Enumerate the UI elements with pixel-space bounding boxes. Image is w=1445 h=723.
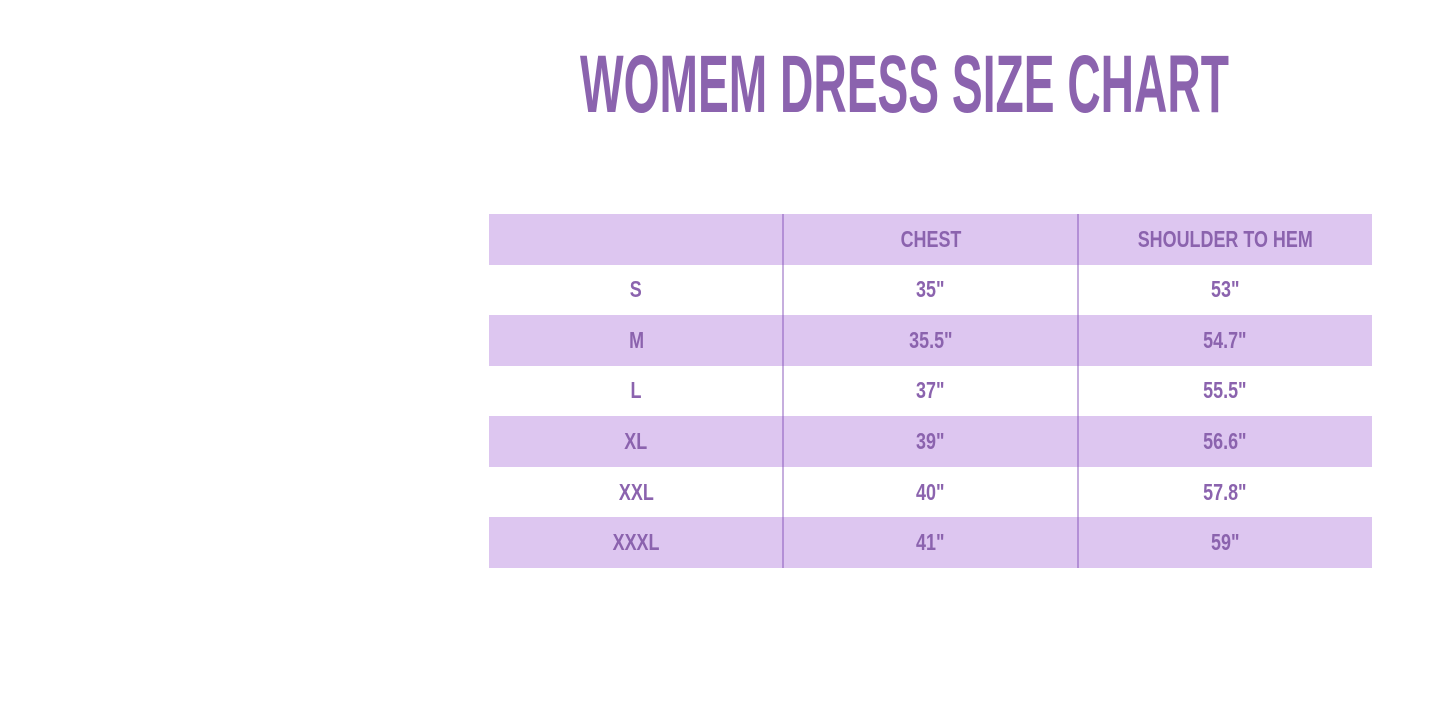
- hem-value: 55.5": [1203, 377, 1247, 404]
- table-row-xxxl: XXXL 41" 59": [489, 517, 1372, 568]
- page-title: WOMEM DRESS SIZE CHART: [580, 44, 1445, 126]
- hem-cell: 56.6": [1078, 416, 1372, 467]
- size-label: M: [628, 326, 644, 353]
- size-cell: XL: [489, 416, 783, 467]
- chest-cell: 37": [783, 366, 1077, 417]
- hem-value: 54.7": [1203, 326, 1247, 353]
- size-chart-table: CHEST SHOULDER TO HEM S 35" 53" M 35.5" …: [489, 214, 1372, 568]
- chest-value: 40": [916, 478, 945, 505]
- table-row-m: M 35.5" 54.7": [489, 315, 1372, 366]
- size-cell: XXXL: [489, 517, 783, 568]
- hem-value: 57.8": [1203, 478, 1247, 505]
- hem-cell: 55.5": [1078, 366, 1372, 417]
- header-cell-chest: CHEST: [783, 214, 1077, 265]
- size-label: L: [630, 377, 642, 404]
- size-cell: L: [489, 366, 783, 417]
- hem-value: 59": [1210, 529, 1240, 556]
- column-divider-1: [782, 214, 785, 568]
- hem-cell: 57.8": [1078, 467, 1372, 518]
- hem-value: 56.6": [1203, 428, 1247, 455]
- page-title-text: WOMEM DRESS SIZE CHART: [580, 39, 1229, 130]
- header-cell-shoulder-to-hem: SHOULDER TO HEM: [1078, 214, 1372, 265]
- size-cell: M: [489, 315, 783, 366]
- size-label: XXXL: [612, 529, 660, 556]
- table-row-xl: XL 39" 56.6": [489, 416, 1372, 467]
- size-cell: S: [489, 265, 783, 316]
- hem-cell: 53": [1078, 265, 1372, 316]
- table-row-xxl: XXL 40" 57.8": [489, 467, 1372, 518]
- table-row-l: L 37" 55.5": [489, 366, 1372, 417]
- size-cell: XXL: [489, 467, 783, 518]
- chest-cell: 35.5": [783, 315, 1077, 366]
- hem-cell: 59": [1078, 517, 1372, 568]
- chest-cell: 41": [783, 517, 1077, 568]
- size-label: XL: [624, 428, 648, 455]
- column-divider-2: [1076, 214, 1079, 568]
- chest-value: 35.5": [908, 326, 953, 353]
- chest-cell: 40": [783, 467, 1077, 518]
- table-header-row: CHEST SHOULDER TO HEM: [489, 214, 1372, 265]
- header-cell-size: [489, 214, 783, 265]
- chest-value: 39": [916, 428, 945, 455]
- hem-value: 53": [1210, 276, 1240, 303]
- table-row-s: S 35" 53": [489, 265, 1372, 316]
- hem-cell: 54.7": [1078, 315, 1372, 366]
- header-chest-label: CHEST: [900, 225, 961, 252]
- chest-cell: 39": [783, 416, 1077, 467]
- size-label: XXL: [618, 478, 654, 505]
- chest-value: 41": [916, 529, 945, 556]
- size-label: S: [630, 276, 643, 303]
- chest-value: 37": [916, 377, 945, 404]
- header-shoulder-to-hem-label: SHOULDER TO HEM: [1137, 225, 1313, 252]
- chest-value: 35": [916, 276, 945, 303]
- chest-cell: 35": [783, 265, 1077, 316]
